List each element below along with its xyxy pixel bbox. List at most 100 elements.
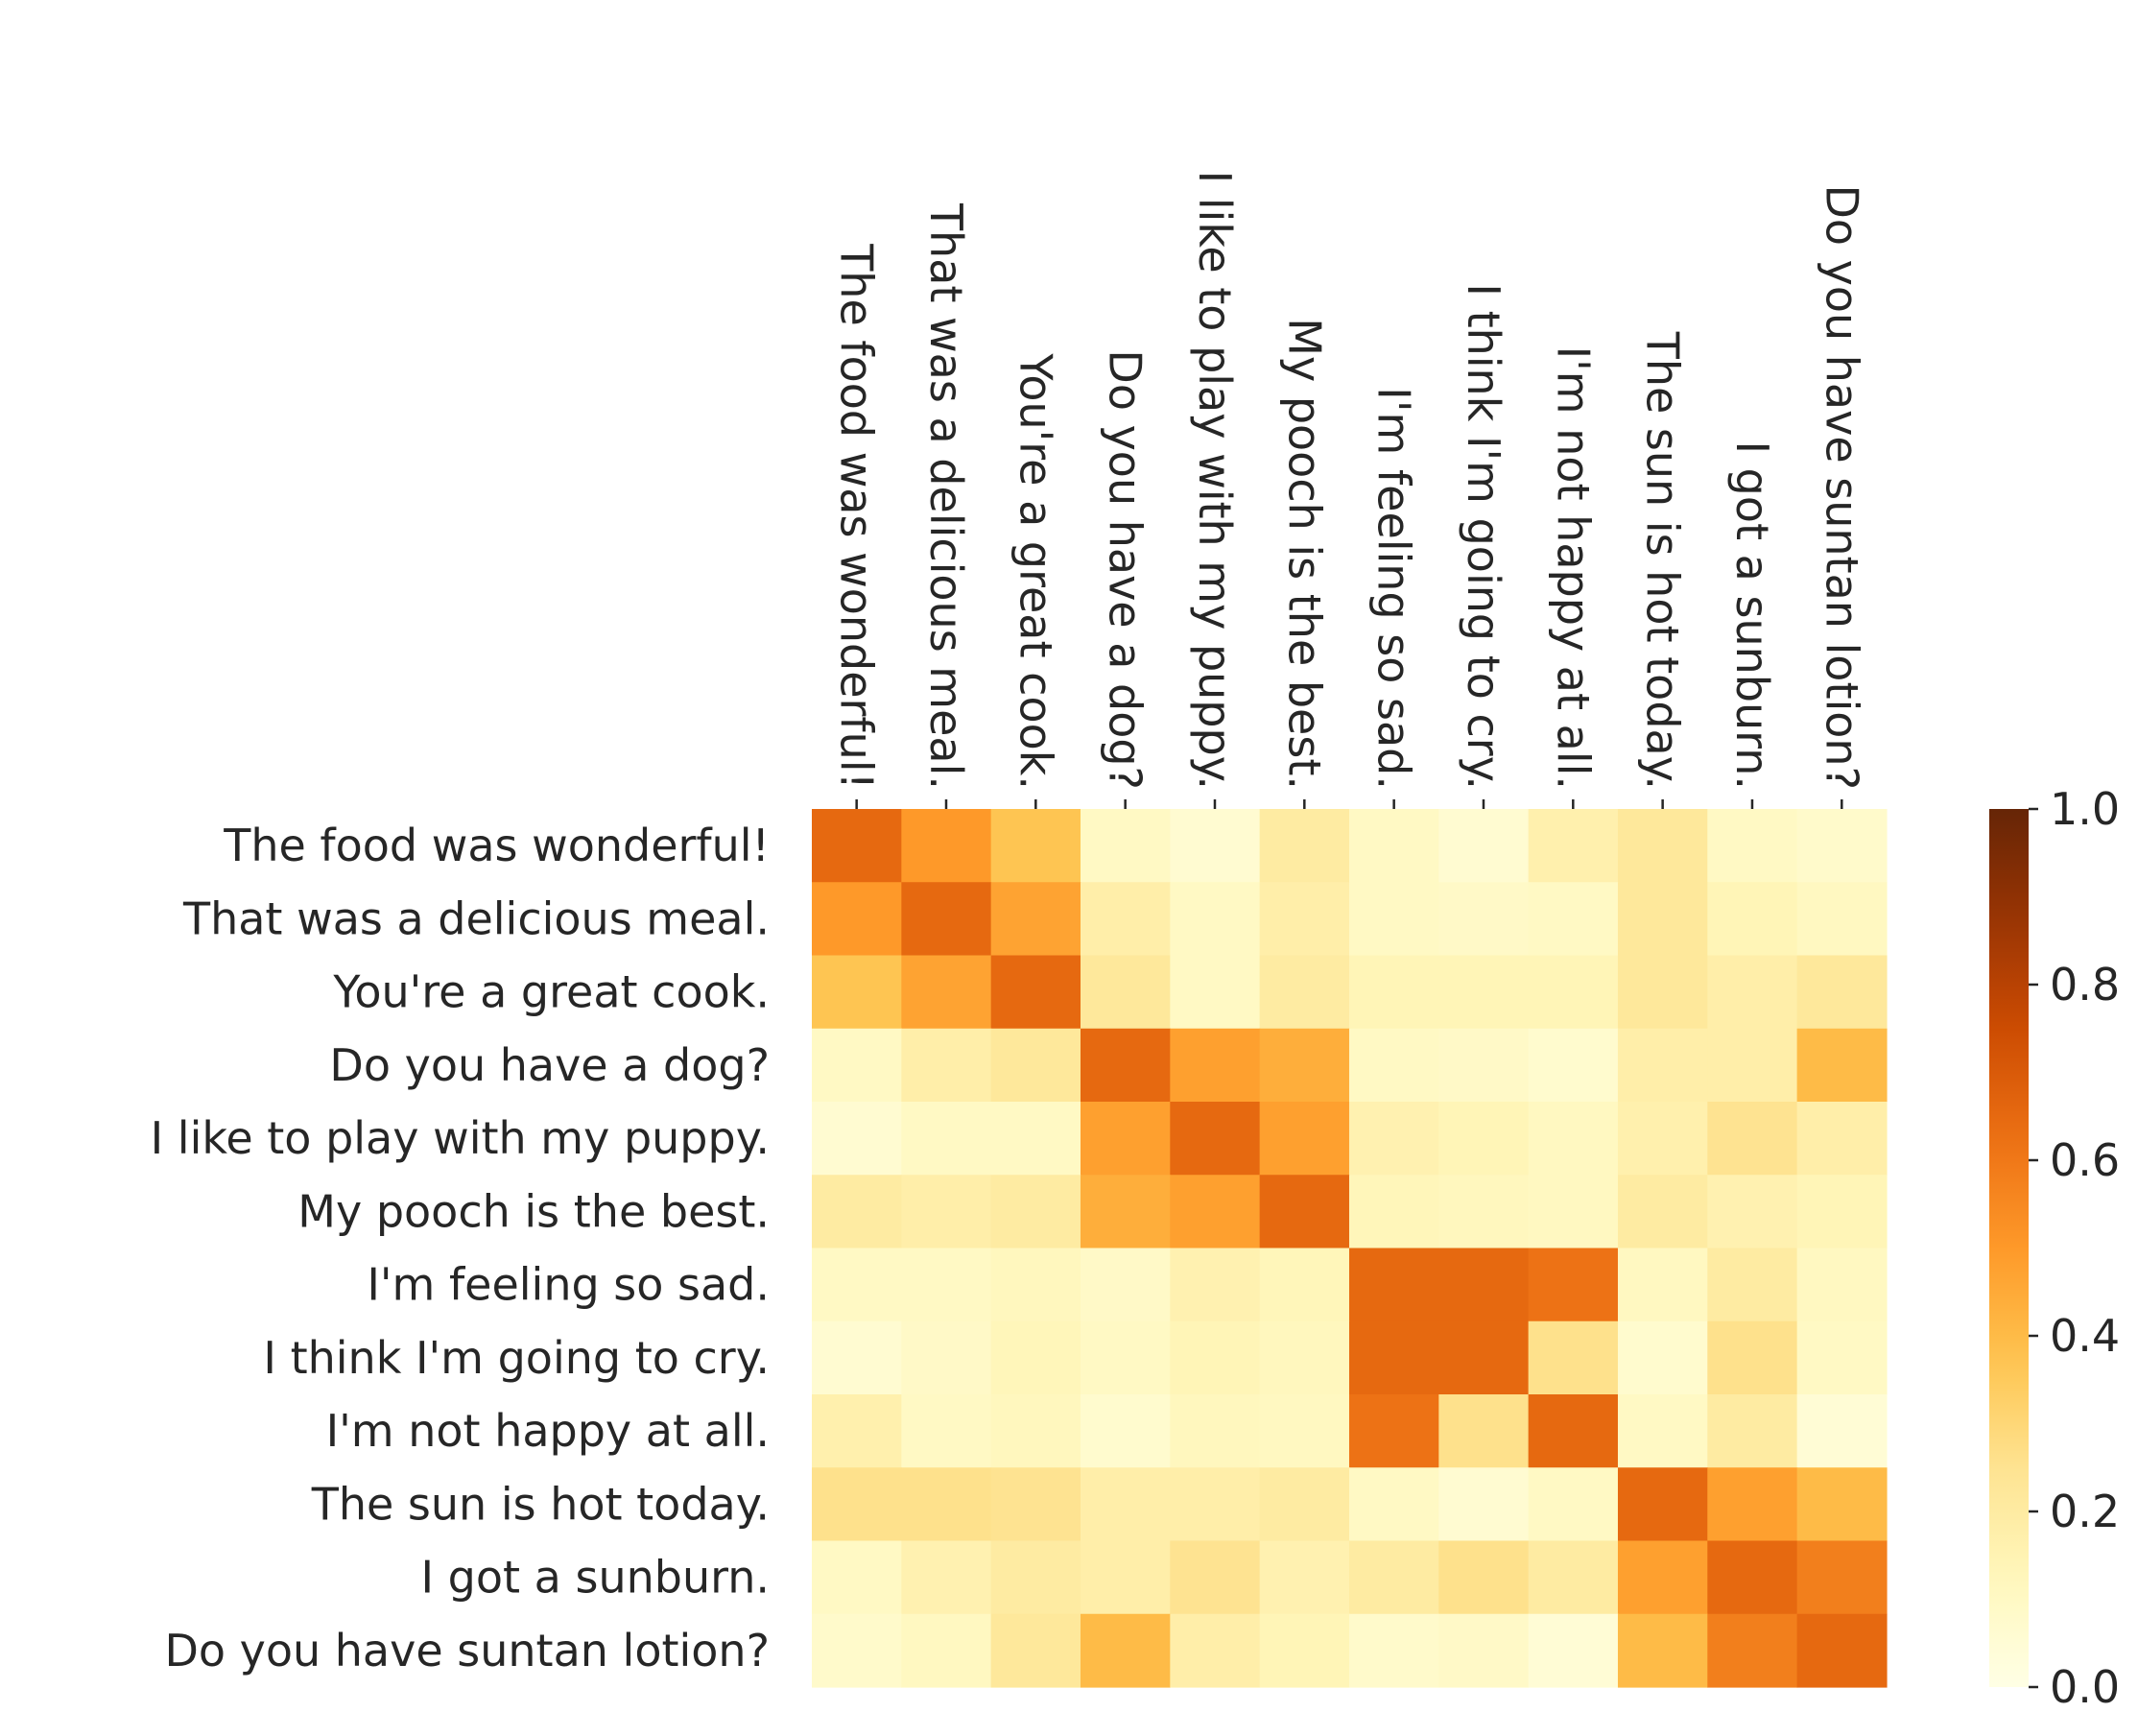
heatmap-cell-r11-c1 — [901, 1613, 992, 1688]
heatmap-cell-r1-c5 — [1259, 882, 1350, 957]
heatmap-cell-r1-c4 — [1170, 882, 1261, 957]
heatmap-cell-r2-c11 — [1796, 955, 1888, 1030]
heatmap-cell-r9-c8 — [1528, 1467, 1619, 1542]
x-tick-label: I'm feeling so sad. — [1368, 387, 1420, 790]
heatmap-cell-r4-c8 — [1528, 1102, 1619, 1176]
heatmap-cell-r6-c0 — [812, 1248, 902, 1322]
heatmap-cell-r3-c5 — [1259, 1028, 1350, 1103]
heatmap-cell-r5-c5 — [1259, 1175, 1350, 1249]
colorbar-tick-label: 0.0 — [2050, 1661, 2120, 1713]
heatmap-cell-r8-c8 — [1528, 1394, 1619, 1468]
heatmap-cell-r9-c10 — [1707, 1467, 1798, 1542]
heatmap-cell-r7-c11 — [1796, 1320, 1888, 1395]
y-axis-ticks: The food was wonderful! That was a delici… — [151, 820, 770, 1677]
heatmap-cell-r1-c0 — [812, 882, 902, 957]
heatmap-cell-r8-c2 — [990, 1394, 1081, 1468]
heatmap-cell-r0-c11 — [1796, 809, 1888, 883]
x-tick-label: I'm not happy at all. — [1547, 346, 1599, 790]
heatmap-cell-r4-c4 — [1170, 1102, 1261, 1176]
heatmap-cell-r0-c2 — [990, 809, 1081, 883]
heatmap-cell-r11-c2 — [990, 1613, 1081, 1688]
heatmap-cell-r1-c7 — [1438, 882, 1530, 957]
heatmap-cell-r9-c4 — [1170, 1467, 1261, 1542]
heatmap-cell-r7-c4 — [1170, 1320, 1261, 1395]
x-tick-label: My pooch is the best. — [1278, 318, 1330, 790]
heatmap-cell-r2-c9 — [1617, 955, 1708, 1030]
heatmap-cell-r11-c3 — [1080, 1613, 1171, 1688]
heatmap-cell-r4-c11 — [1796, 1102, 1888, 1176]
x-tick-label: That was a delicious meal. — [920, 202, 972, 790]
heatmap-cell-r2-c4 — [1170, 955, 1261, 1030]
colorbar-tick-label: 0.8 — [2050, 959, 2120, 1011]
heatmap-cell-r9-c5 — [1259, 1467, 1350, 1542]
heatmap-cell-r2-c5 — [1259, 955, 1350, 1030]
y-tick-label: That was a delicious meal. — [182, 892, 770, 944]
heatmap-cell-r6-c3 — [1080, 1248, 1171, 1322]
heatmap-cell-r8-c5 — [1259, 1394, 1350, 1468]
heatmap-cell-r4-c10 — [1707, 1102, 1798, 1176]
heatmap-cell-r4-c6 — [1348, 1102, 1439, 1176]
heatmap-cell-r8-c6 — [1348, 1394, 1439, 1468]
heatmap-cell-r0-c10 — [1707, 809, 1798, 883]
x-tick-label: I think I'm going to cry. — [1458, 283, 1509, 790]
heatmap-cell-r8-c1 — [901, 1394, 992, 1468]
heatmap-cell-r0-c3 — [1080, 809, 1171, 883]
heatmap-cell-r10-c6 — [1348, 1540, 1439, 1615]
heatmap-cell-r5-c1 — [901, 1175, 992, 1249]
heatmap-cell-r1-c11 — [1796, 882, 1888, 957]
y-tick-label: You're a great cook. — [332, 966, 770, 1018]
heatmap-cell-r1-c8 — [1528, 882, 1619, 957]
heatmap-cell-r10-c11 — [1796, 1540, 1888, 1615]
colorbar: 0.0 0.2 0.4 0.6 0.8 1.0 — [1989, 783, 2120, 1713]
heatmap-cell-r11-c0 — [812, 1613, 902, 1688]
heatmap-cell-r6-c4 — [1170, 1248, 1261, 1322]
heatmap-cell-r5-c9 — [1617, 1175, 1708, 1249]
x-tick-label: You're a great cook. — [1010, 352, 1061, 790]
heatmap-cell-r3-c3 — [1080, 1028, 1171, 1103]
colorbar-ticks: 0.0 0.2 0.4 0.6 0.8 1.0 — [2029, 783, 2120, 1713]
heatmap-cell-r1-c1 — [901, 882, 992, 957]
heatmap-cell-r10-c1 — [901, 1540, 992, 1615]
heatmap-cell-r7-c10 — [1707, 1320, 1798, 1395]
heatmap-cell-r8-c10 — [1707, 1394, 1798, 1468]
heatmap-cell-r0-c8 — [1528, 809, 1619, 883]
y-tick-label: I got a sunburn. — [420, 1552, 770, 1604]
heatmap-cell-r0-c4 — [1170, 809, 1261, 883]
heatmap-cell-r10-c3 — [1080, 1540, 1171, 1615]
heatmap-cell-r11-c5 — [1259, 1613, 1350, 1688]
heatmap-cell-r9-c6 — [1348, 1467, 1439, 1542]
heatmap-cell-r11-c8 — [1528, 1613, 1619, 1688]
heatmap-cell-r6-c1 — [901, 1248, 992, 1322]
heatmap-cell-r8-c9 — [1617, 1394, 1708, 1468]
heatmap-cell-r8-c11 — [1796, 1394, 1888, 1468]
heatmap-cell-r6-c9 — [1617, 1248, 1708, 1322]
heatmap-cell-r9-c11 — [1796, 1467, 1888, 1542]
heatmap-cell-r4-c0 — [812, 1102, 902, 1176]
heatmap-cell-r0-c7 — [1438, 809, 1530, 883]
heatmap-cell-r5-c4 — [1170, 1175, 1261, 1249]
heatmap-cell-r4-c7 — [1438, 1102, 1530, 1176]
heatmap-cell-r5-c6 — [1348, 1175, 1439, 1249]
heatmap-cell-r9-c2 — [990, 1467, 1081, 1542]
heatmap-cell-r6-c2 — [990, 1248, 1081, 1322]
heatmap-cell-r11-c7 — [1438, 1613, 1530, 1688]
x-axis-ticks: The food was wonderful! That was a delici… — [831, 171, 1867, 809]
x-tick-label: Do you have a dog? — [1100, 349, 1152, 790]
y-tick-label: I like to play with my puppy. — [151, 1112, 770, 1164]
heatmap-cell-r10-c0 — [812, 1540, 902, 1615]
heatmap-cell-r9-c9 — [1617, 1467, 1708, 1542]
heatmap-cell-r2-c0 — [812, 955, 902, 1030]
heatmap-cell-r2-c10 — [1707, 955, 1798, 1030]
heatmap-cell-r3-c1 — [901, 1028, 992, 1103]
heatmap-cell-r11-c9 — [1617, 1613, 1708, 1688]
heatmap-cell-r1-c2 — [990, 882, 1081, 957]
heatmap-cell-r2-c8 — [1528, 955, 1619, 1030]
x-tick-label: I like to play with my puppy. — [1189, 171, 1241, 790]
heatmap-cell-r3-c9 — [1617, 1028, 1708, 1103]
heatmap-cell-r6-c7 — [1438, 1248, 1530, 1322]
x-tick-label: I got a sunburn. — [1726, 440, 1778, 790]
heatmap-cell-r2-c3 — [1080, 955, 1171, 1030]
heatmap-cell-r1-c3 — [1080, 882, 1171, 957]
x-tick-label: The sun is hot today. — [1637, 331, 1689, 790]
